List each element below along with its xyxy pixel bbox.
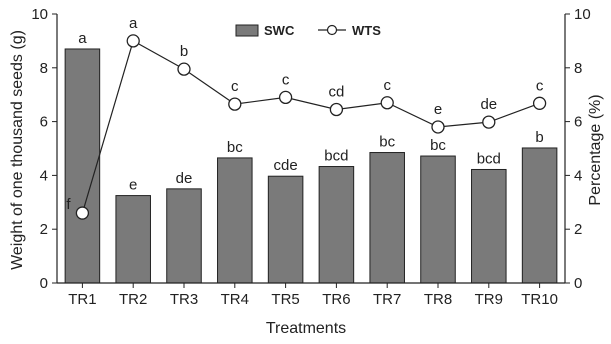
bar-significance-label: bcd [477,150,501,167]
x-tick-label: TR6 [322,291,350,308]
x-axis-title: Treatments [266,320,346,337]
bar-significance-label: b [535,129,543,146]
wts-significance-label: e [434,101,442,118]
axes [56,14,566,284]
y-axis-title-left: Weight of one thousand seeds (g) [9,30,26,270]
bar-significance-label: bc [430,137,446,154]
y-tick-label-left: 6 [40,114,48,131]
wts-point [177,62,191,76]
wts-point [431,120,445,134]
ticks: 0 2 4 6 8 10 0 2 4 6 8 10 TR1 TR2 TR3 TR4 TR5 TR6 TR7 TR8 TR… [31,6,590,308]
x-tick-label: TR9 [475,291,503,308]
wts-significance-label: c [231,78,239,95]
bar [115,195,151,284]
x-tick-label: TR3 [170,291,198,308]
y-tick-label-right: 2 [574,221,582,238]
wts-significance-label: a [129,15,138,32]
wts-significance-label: b [180,43,188,60]
x-tick-label: TR2 [119,291,147,308]
legend: SWC WTS [235,23,381,38]
y-tick-label-left: 4 [40,167,48,184]
y-tick-label-left: 2 [40,221,48,238]
wts-significance-label: cd [328,83,344,100]
bar [217,157,253,284]
wts-point [126,34,140,48]
y-tick-label-left: 0 [40,275,48,292]
wts-significance-label: c [383,77,391,94]
bar [521,147,558,284]
wts-point [380,96,394,110]
wts-significance-label: f [66,196,71,213]
bar [420,155,456,284]
legend-swc-swatch [235,24,259,37]
bar [64,48,101,284]
wts-point [482,115,496,129]
wts-significance-label: de [480,96,497,113]
bar-significance-label: bc [379,134,395,151]
x-tick-label: TR4 [221,291,249,308]
y-tick-label-right: 4 [574,167,582,184]
legend-swc-label: SWC [264,23,295,38]
y-tick-label-left: 8 [40,60,48,77]
bar-significance-label: cde [274,157,298,174]
wts-point [329,102,344,117]
x-tick-label: TR10 [521,291,558,308]
wts-point [532,96,547,110]
wts-point [278,90,293,105]
bar [369,152,405,284]
bar-significance-label: e [129,177,137,194]
y-tick-label-right: 0 [574,275,582,292]
wts-point [75,206,90,220]
bar [267,175,304,284]
wts-significance-label: c [536,77,544,94]
x-tick-label: TR7 [373,291,401,308]
bar [318,166,355,284]
y-tick-label-left: 10 [31,6,48,23]
x-tick-label: TR1 [68,291,96,308]
bar-significance-label: a [78,30,87,47]
wts-significance-label: c [282,71,290,88]
y-tick-label-right: 6 [574,114,582,131]
y-axis-title-right: Percentage (%) [587,94,604,205]
legend-wts-label: WTS [352,23,381,38]
x-tick-label: TR8 [424,291,452,308]
bar [471,168,507,284]
y-tick-label-right: 10 [574,6,591,23]
legend-wts-marker [326,24,338,36]
y-tick-label-right: 8 [574,60,582,77]
bar-significance-label: bc [227,139,243,156]
swc-bars [64,48,558,284]
x-tick-label: TR5 [271,291,299,308]
bar [166,188,202,284]
wts-point [228,97,242,111]
bar-significance-label: de [176,170,193,187]
bar-significance-label: bcd [324,148,348,165]
wts-series-line [81,40,540,214]
